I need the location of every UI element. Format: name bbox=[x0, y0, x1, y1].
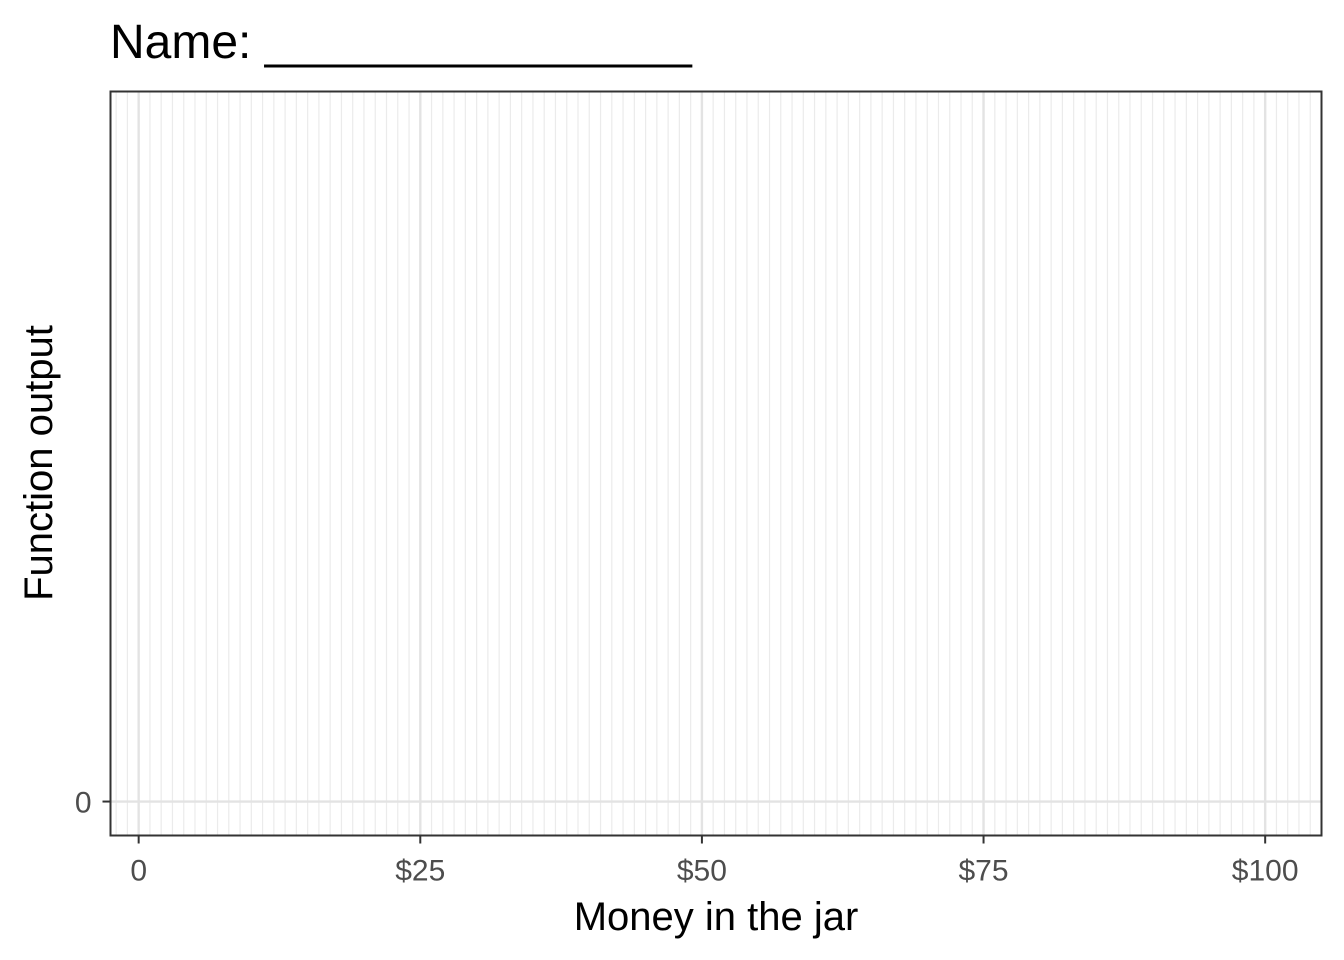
x-axis-title: Money in the jar bbox=[574, 895, 859, 939]
x-tick-label: 0 bbox=[130, 855, 147, 888]
plot-border bbox=[109, 90, 1323, 837]
plot-background bbox=[110, 91, 1322, 836]
x-tick-label: $50 bbox=[677, 855, 727, 888]
x-tick-label: $75 bbox=[959, 855, 1009, 888]
grid bbox=[110, 91, 1323, 836]
x-axis: 0 $25 $50 $75 $100 bbox=[130, 835, 1299, 888]
y-tick-label: 0 bbox=[75, 787, 92, 820]
chart-title: Name: ________________ bbox=[110, 16, 693, 69]
x-tick-label: $25 bbox=[395, 855, 445, 888]
x-tick-label: $100 bbox=[1232, 855, 1299, 888]
y-axis-title: Function output bbox=[17, 325, 61, 601]
y-axis: 0 bbox=[75, 787, 111, 820]
